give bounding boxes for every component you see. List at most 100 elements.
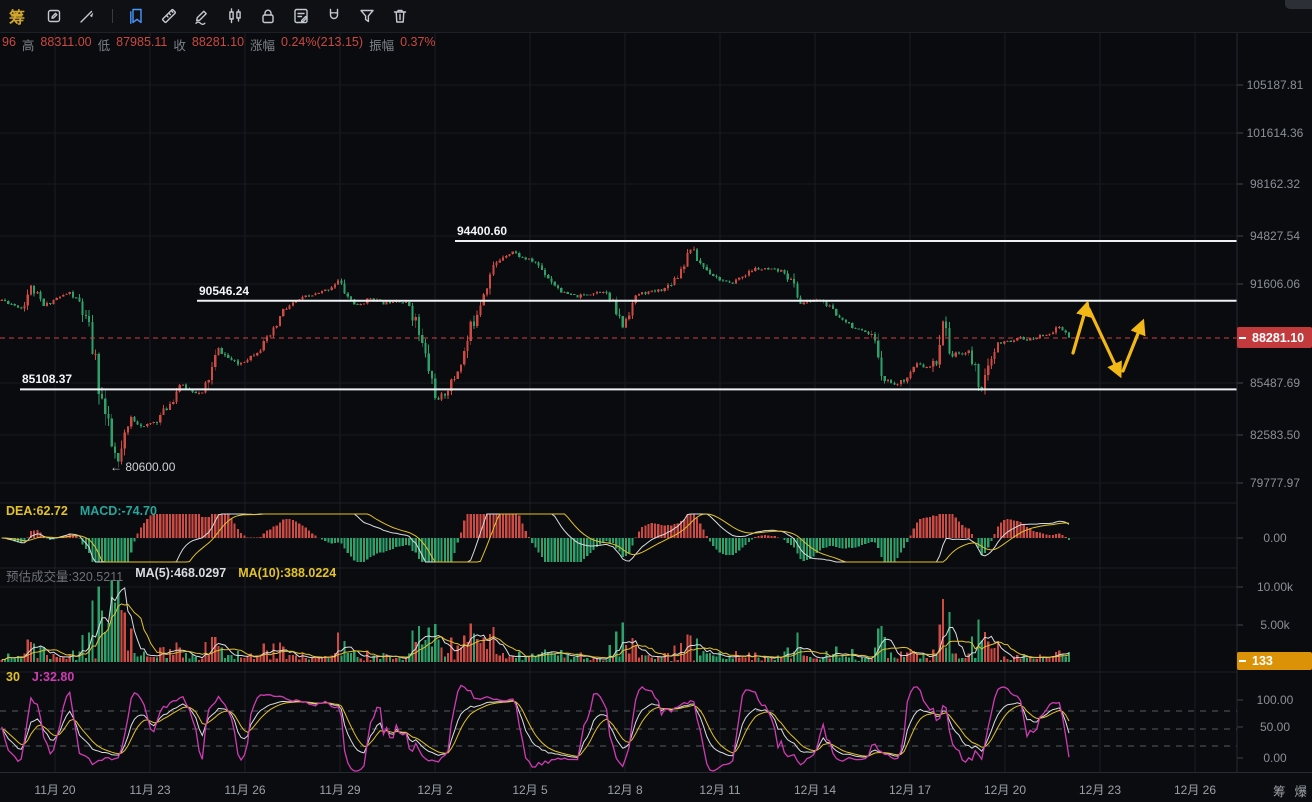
- candlestick-tool-button[interactable]: [223, 4, 247, 28]
- price-axis-tick: 94827.54: [1249, 229, 1301, 243]
- price-axis-tick: 50.00: [1259, 720, 1291, 734]
- chip-distribution-tool[interactable]: 筹: [9, 10, 26, 27]
- ohlc-label: 高: [21, 39, 35, 53]
- price-axis-tick: 100.00: [1256, 693, 1294, 707]
- date-label: 12月 2: [417, 783, 453, 797]
- macd-value: MACD:-74.70: [79, 504, 157, 518]
- kdj-d-value-partial: 30: [6, 670, 20, 684]
- date-label: 11月 29: [319, 783, 361, 797]
- volume-pane-labels: 预估成交量:320.5211 MA(5):468.0297 MA(10):388…: [6, 566, 336, 585]
- price-axis-tick: 0.00: [1263, 531, 1287, 545]
- date-label: 11月 26: [224, 783, 266, 797]
- level-label-resistance[interactable]: 90546.24: [199, 283, 250, 298]
- trash-tool-button[interactable]: [388, 4, 412, 28]
- replay-edit-icon: [47, 9, 61, 23]
- lock-tool-button[interactable]: [256, 4, 280, 28]
- date-label: 12月 26: [1173, 783, 1217, 797]
- ohlc-value: 87985.11: [116, 35, 168, 49]
- ruler-icon: [162, 8, 177, 24]
- date-label: 12月 5: [512, 783, 548, 797]
- current-volume-badge: 133: [1237, 652, 1312, 670]
- price-axis-tick: 91606.06: [1249, 277, 1301, 291]
- kdj-j-line: [1, 684, 1070, 772]
- volume-ma10-line: [1, 603, 1070, 661]
- macd-histogram: [3, 514, 1071, 562]
- low-price-annotation: ← 80600.00: [110, 460, 176, 474]
- date-label: 11月 23: [129, 783, 171, 797]
- trash-icon: [393, 9, 407, 23]
- price-axis-tick: 10.00k: [1256, 580, 1294, 594]
- current-price-value: 88281.10: [1252, 330, 1305, 345]
- ohlc-label: 涨幅: [250, 39, 276, 53]
- current-price-badge: 88281.10: [1237, 327, 1312, 348]
- price-axis-tick: 98162.32: [1249, 177, 1301, 191]
- ohlc-info-bar: 96 高 88311.00 低 87985.11 收 88281.10 涨幅 0.24%(213…: [2, 35, 436, 54]
- price-tick-dash: [1239, 336, 1246, 339]
- price-axis-tick: 0.00: [1263, 751, 1287, 765]
- volume-ma5-value: MA(5):468.0297: [135, 566, 227, 580]
- price-axis-tick: 85487.69: [1249, 376, 1301, 390]
- macd-pane-labels: DEA:62.72 MACD:-74.70: [6, 504, 157, 518]
- price-axis-tick: 5.00k: [1260, 618, 1290, 632]
- replay-edit-tool-button[interactable]: [42, 4, 66, 28]
- price-axis-tick: 79777.97: [1249, 476, 1301, 490]
- magnet-tool-button[interactable]: [322, 4, 346, 28]
- ohlc-label: 低: [97, 39, 111, 53]
- ohlc-value: 96: [2, 35, 16, 49]
- date-label: 12月 23: [1078, 783, 1122, 797]
- drawn-arrows[interactable]: [1071, 300, 1146, 379]
- lock-icon: [262, 9, 274, 24]
- kdj-d-line: [1, 700, 1070, 757]
- dea-value: DEA:62.72: [6, 504, 68, 518]
- ohlc-value: 88281.10: [191, 35, 245, 49]
- ruler-tool-button[interactable]: [157, 4, 181, 28]
- trendline-tool-button[interactable]: [75, 4, 99, 28]
- pencil-icon: [195, 10, 207, 26]
- toolbar-separator: [112, 9, 114, 23]
- liquidation-tool-button[interactable]: 爆: [1294, 785, 1307, 799]
- drawing-toolbar: 筹: [0, 0, 1312, 33]
- pencil-tool-button[interactable]: [190, 4, 214, 28]
- date-label: 12月 17: [888, 783, 932, 797]
- ohlc-value: 0.24%(213.15): [281, 35, 364, 49]
- volume-tick-dash: [1239, 660, 1246, 662]
- date-label: 11月 20: [34, 783, 76, 797]
- chips-tool-button[interactable]: 筹: [1272, 785, 1286, 799]
- notes-tool-button[interactable]: [289, 4, 313, 28]
- kdj-j-value: J:32.80: [31, 670, 75, 684]
- kdj-k-line: [1, 700, 1070, 759]
- bookmark-tool-button[interactable]: [124, 4, 148, 28]
- kdj-pane-labels: 30 J:32.80: [6, 670, 74, 684]
- level-label-support[interactable]: 85108.37: [22, 372, 73, 387]
- date-label: 12月 11: [699, 783, 741, 797]
- ohlc-value: 0.37%: [400, 35, 436, 49]
- ohlc-label: 收: [173, 39, 186, 53]
- volume-ma10-value: MA(10):388.0224: [238, 566, 337, 580]
- level-label-resistance-high[interactable]: 94400.60: [457, 223, 508, 238]
- macd-dea-line: [1, 513, 1070, 563]
- estimated-volume-value: 预估成交量:320.5211: [6, 570, 124, 584]
- date-label: 12月 20: [983, 783, 1027, 797]
- date-label: 12月 8: [607, 783, 643, 797]
- corner-button-partial[interactable]: [1285, 0, 1312, 9]
- date-label: 12月 14: [793, 783, 837, 797]
- price-axis-tick: 105187.81: [1246, 78, 1304, 92]
- ohlc-label: 振幅: [369, 39, 395, 53]
- price-axis-tick: 82583.50: [1249, 428, 1301, 442]
- candlestick-icon: [229, 8, 241, 24]
- price-axis-tick: 101614.36: [1246, 126, 1304, 140]
- time-axis[interactable]: 筹 爆 11月 20 11月 23 11月 26 11月 29 12月 2 12月 5 12…: [0, 772, 1312, 802]
- notes-icon: [294, 8, 308, 24]
- filter-tool-button[interactable]: [355, 4, 379, 28]
- candlestick-series: [0, 246, 1071, 468]
- corner-tools: 筹 爆: [1273, 781, 1307, 800]
- ohlc-value: 88311.00: [40, 35, 92, 49]
- trendline-icon: [80, 10, 94, 23]
- filter-icon: [360, 9, 374, 23]
- current-volume-value: 133: [1252, 654, 1273, 668]
- bookmark-icon: [130, 8, 142, 24]
- toolbar-icon-group: [42, 4, 421, 28]
- magnet-icon: [329, 8, 339, 20]
